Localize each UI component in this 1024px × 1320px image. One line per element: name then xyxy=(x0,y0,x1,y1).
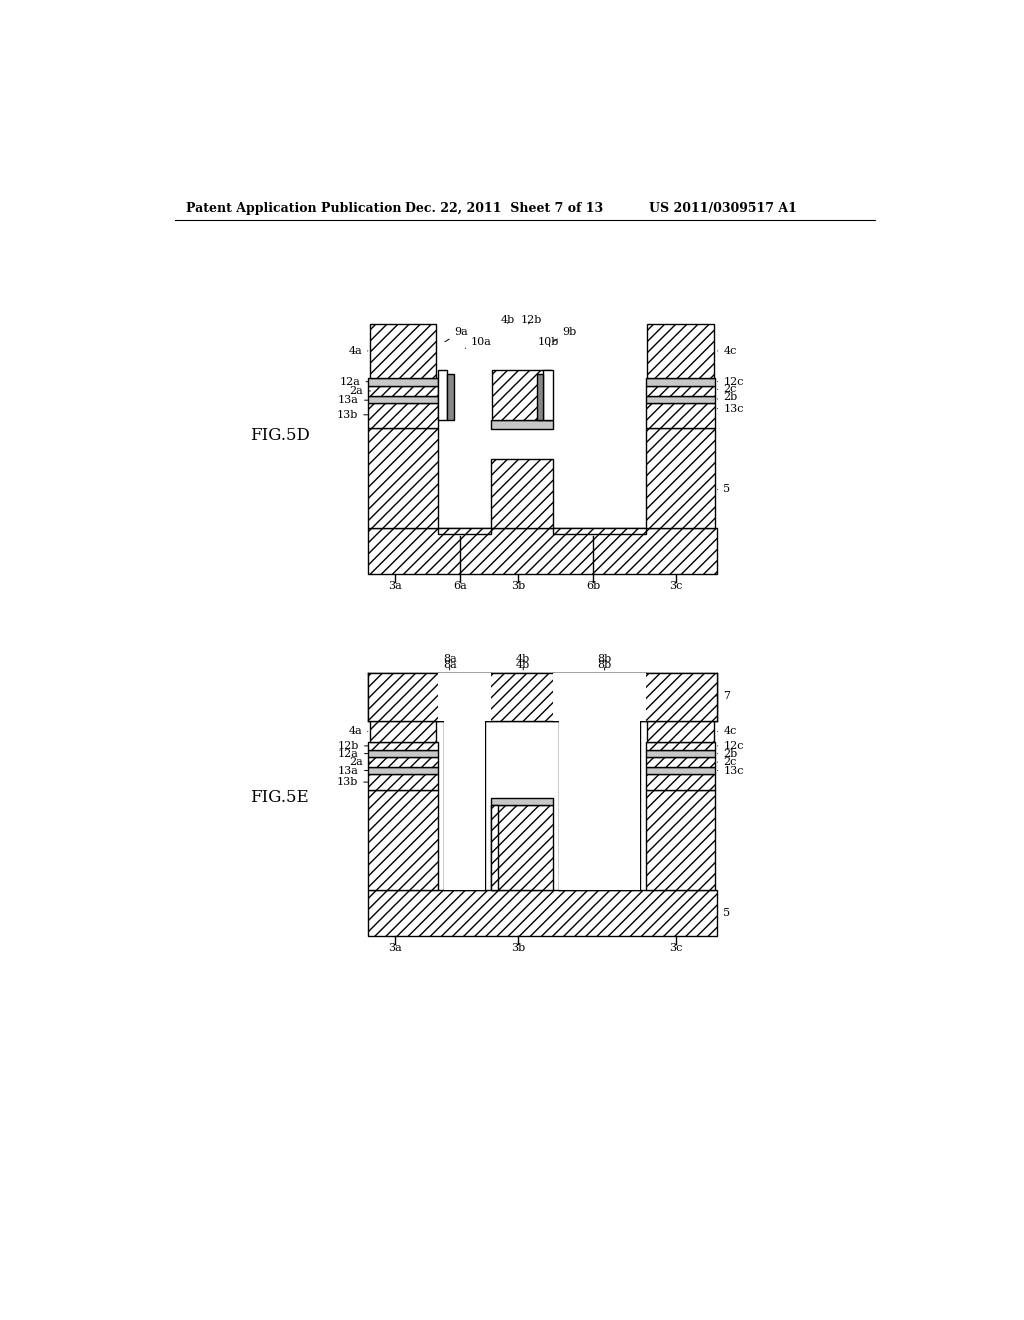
Text: 12b: 12b xyxy=(338,741,368,751)
Text: 4a: 4a xyxy=(348,726,368,737)
Bar xyxy=(369,428,438,528)
Bar xyxy=(646,750,716,758)
Text: 2b: 2b xyxy=(718,392,737,403)
Bar xyxy=(553,528,646,535)
Text: 9a: 9a xyxy=(445,326,468,342)
Bar xyxy=(438,673,490,721)
Bar xyxy=(490,420,553,429)
Bar xyxy=(369,767,438,775)
Text: 3b: 3b xyxy=(511,581,525,591)
Bar xyxy=(646,775,716,789)
Bar xyxy=(369,789,438,890)
Text: 8b: 8b xyxy=(597,653,611,664)
Text: US 2011/0309517 A1: US 2011/0309517 A1 xyxy=(649,202,797,215)
Text: 12b: 12b xyxy=(520,315,542,325)
Text: 10b: 10b xyxy=(539,337,559,347)
Bar xyxy=(646,428,716,528)
Bar xyxy=(646,789,716,890)
Text: 13c: 13c xyxy=(718,766,743,776)
Text: 12c: 12c xyxy=(718,376,743,387)
Bar xyxy=(646,742,716,750)
Bar xyxy=(647,323,714,378)
Bar xyxy=(493,370,551,420)
Text: 8b: 8b xyxy=(597,660,611,671)
Bar xyxy=(490,797,553,805)
Text: 6a: 6a xyxy=(453,581,467,591)
Text: FIG.5E: FIG.5E xyxy=(251,789,309,807)
Text: 4b: 4b xyxy=(516,653,530,664)
Bar xyxy=(438,370,447,420)
Bar xyxy=(553,673,646,721)
Text: 2b: 2b xyxy=(718,748,737,759)
Text: 4c: 4c xyxy=(718,726,736,737)
Bar xyxy=(544,370,553,420)
Text: 3c: 3c xyxy=(670,581,683,591)
Text: 12a: 12a xyxy=(338,748,368,759)
Text: 4c: 4c xyxy=(718,346,736,356)
Bar xyxy=(490,805,499,890)
Bar xyxy=(647,721,714,742)
Bar xyxy=(444,721,484,890)
Text: 3b: 3b xyxy=(511,942,525,953)
Text: 2a: 2a xyxy=(349,758,371,767)
Text: 2c: 2c xyxy=(718,758,736,767)
Text: 13a: 13a xyxy=(338,766,368,776)
Bar xyxy=(646,404,716,428)
Text: 13a: 13a xyxy=(338,395,368,405)
Bar xyxy=(490,805,553,890)
Bar xyxy=(369,404,438,428)
Text: 8a: 8a xyxy=(442,653,457,664)
Bar xyxy=(559,721,640,890)
Bar xyxy=(646,387,716,396)
Bar xyxy=(438,528,490,535)
Bar xyxy=(370,323,436,378)
Text: 4b: 4b xyxy=(516,660,530,671)
Text: 10a: 10a xyxy=(465,337,492,348)
Text: 7: 7 xyxy=(716,690,730,701)
Bar xyxy=(646,396,716,404)
Bar xyxy=(646,767,716,775)
Bar xyxy=(370,721,436,742)
Bar xyxy=(369,378,438,387)
Bar xyxy=(369,750,438,758)
Bar xyxy=(369,673,717,721)
Text: 8a: 8a xyxy=(442,660,457,671)
Text: 4b: 4b xyxy=(501,315,515,325)
Text: 12a: 12a xyxy=(340,376,368,387)
Text: 3a: 3a xyxy=(388,942,402,953)
Text: 3a: 3a xyxy=(388,581,402,591)
Text: Patent Application Publication: Patent Application Publication xyxy=(186,202,401,215)
Bar xyxy=(369,758,438,767)
Text: 5: 5 xyxy=(718,908,730,917)
Bar xyxy=(369,387,438,396)
Text: 2c: 2c xyxy=(718,384,736,395)
Bar xyxy=(490,459,553,528)
Bar xyxy=(369,396,438,404)
Bar xyxy=(447,374,454,420)
Text: Dec. 22, 2011  Sheet 7 of 13: Dec. 22, 2011 Sheet 7 of 13 xyxy=(406,202,603,215)
Text: 13b: 13b xyxy=(337,777,368,787)
Text: 9b: 9b xyxy=(553,326,577,342)
Text: FIG.5D: FIG.5D xyxy=(251,428,310,444)
Bar xyxy=(369,742,438,750)
Text: 5: 5 xyxy=(718,484,730,495)
Text: 6b: 6b xyxy=(586,581,600,591)
Bar xyxy=(646,758,716,767)
Bar xyxy=(369,775,438,789)
Text: 12c: 12c xyxy=(718,741,743,751)
Bar xyxy=(646,378,716,387)
Bar xyxy=(369,890,717,936)
Text: 2a: 2a xyxy=(349,385,371,396)
Text: 13c: 13c xyxy=(718,404,743,413)
Text: 4a: 4a xyxy=(348,346,368,356)
Bar xyxy=(538,374,544,420)
Bar xyxy=(369,528,717,574)
Text: 13b: 13b xyxy=(337,409,368,420)
Text: 3c: 3c xyxy=(670,942,683,953)
